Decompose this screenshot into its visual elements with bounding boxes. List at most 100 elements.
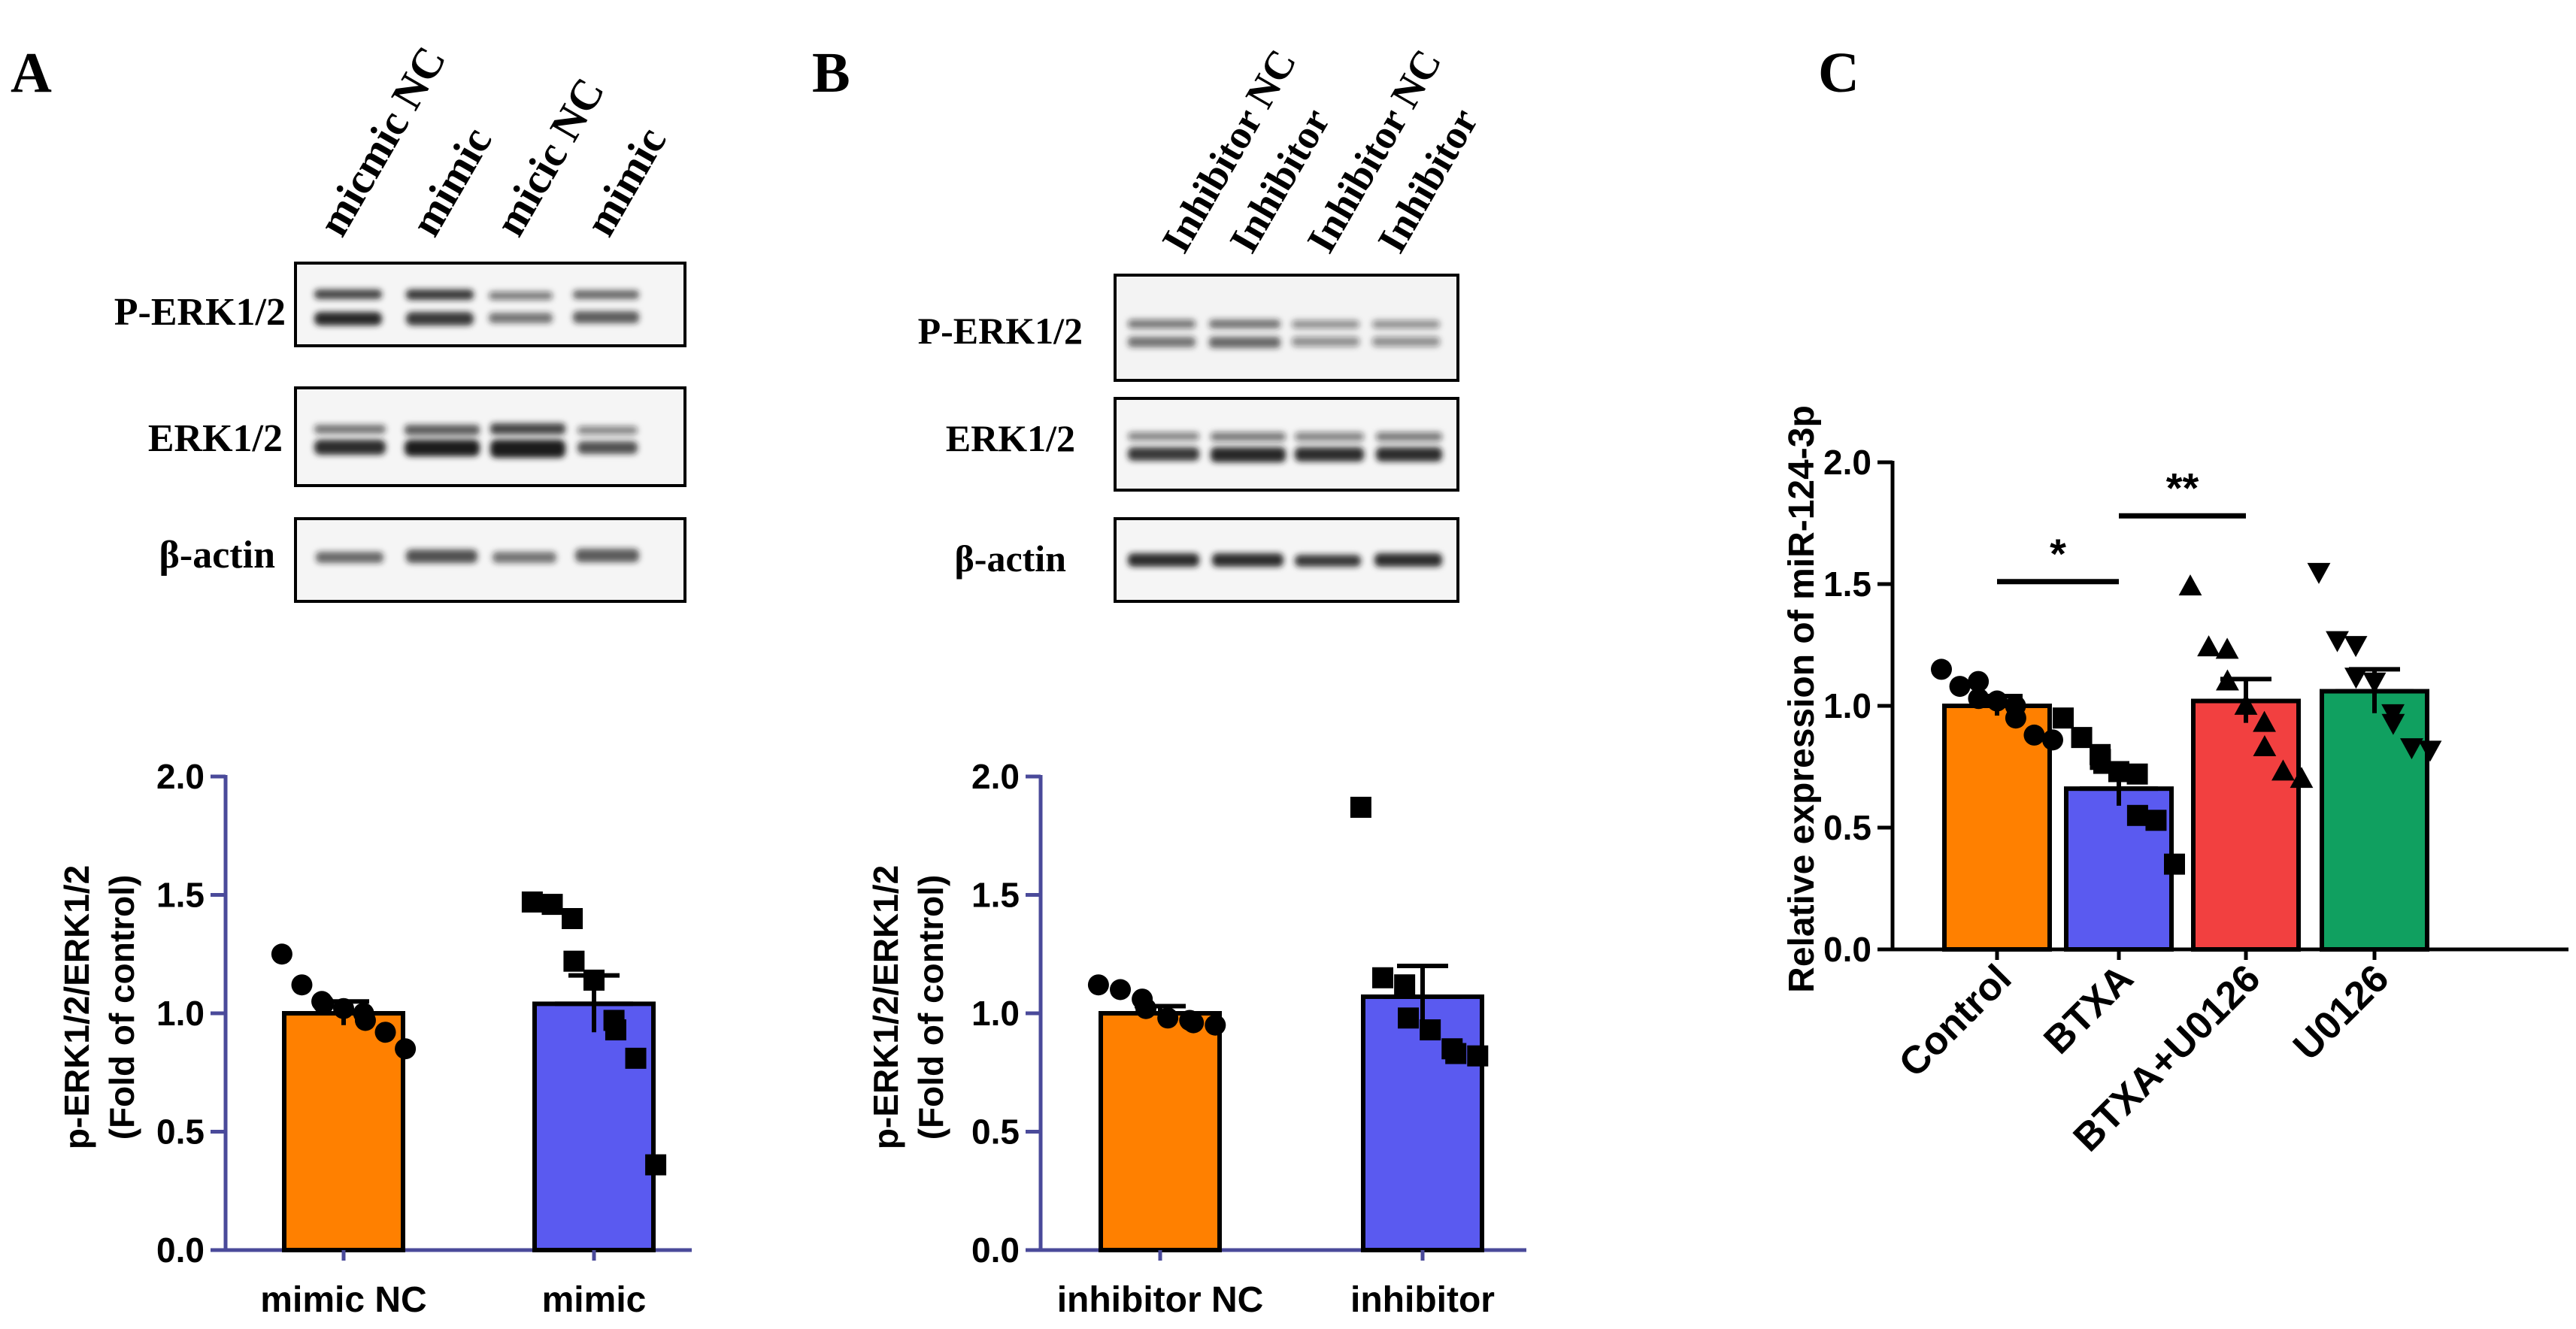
data-point [1372, 967, 1394, 988]
blot-b-row-label-perk: P-ERK1/2 [918, 310, 1083, 352]
data-point [374, 1022, 396, 1043]
blot-a-row-label-perk: P-ERK1/2 [114, 291, 286, 334]
blot-a-row-label-actin: β-actin [159, 534, 276, 577]
data-point [1350, 796, 1371, 818]
data-point [1467, 1045, 1489, 1067]
y-tick-label: 0.0 [971, 1231, 1020, 1270]
blot-a-row-label-erk: ERK1/2 [148, 417, 283, 460]
data-point [291, 974, 313, 996]
bar [2320, 689, 2429, 952]
data-point [2053, 707, 2074, 729]
panel-label-b: B [812, 41, 850, 104]
y-tick-label: 0.5 [971, 1113, 1020, 1152]
y-tick-label: 0.5 [1823, 808, 1871, 847]
data-point [2290, 767, 2314, 789]
data-point [2326, 631, 2349, 652]
data-point [1394, 974, 1416, 996]
data-point [1183, 1012, 1205, 1034]
data-point [1205, 1014, 1226, 1036]
blot-a: micmic NC mimic micic NC mimic P-ERK1/2 … [114, 38, 686, 603]
chart-b: 0.0 0.5 1.0 1.5 2.0 p-ERK1/2/ERK1/2 (Fold of c… [866, 757, 1526, 1320]
data-point [1968, 671, 1990, 692]
y-tick-label: 1.5 [1823, 565, 1871, 604]
significance-label: * [2050, 530, 2066, 577]
data-point [1110, 979, 1132, 1001]
x-tick-label: mimic [542, 1280, 647, 1320]
y-tick-label: 2.0 [971, 757, 1020, 796]
blot-a-lane-4: mimic [575, 119, 676, 244]
data-point [2042, 729, 2063, 751]
bar [1099, 1011, 1222, 1252]
data-point [2071, 727, 2093, 749]
blot-b-actin-box [1114, 517, 1459, 603]
data-point [521, 891, 543, 913]
data-point [1398, 1007, 1420, 1029]
data-point [2253, 734, 2277, 756]
blot-b: Inhibitor NC Inhibitor Inhibitor NC Inhi… [918, 42, 1487, 603]
y-tick-label: 2.0 [156, 757, 205, 796]
blot-b-erk-box [1114, 397, 1459, 492]
blot-b-row-label-actin: β-actin [954, 537, 1066, 580]
data-point [1949, 676, 1971, 698]
blot-a-actin-box [294, 517, 686, 603]
y-axis-label: p-ERK1/2/ERK1/2 [57, 865, 96, 1149]
x-tick-label: inhibitor [1350, 1280, 1495, 1320]
y-axis-label: Relative expression of miR-124-3p [1782, 405, 1822, 993]
blot-b-row-label-erk: ERK1/2 [946, 417, 1075, 459]
y-tick-label: 1.0 [156, 994, 205, 1033]
blot-a-lane-labels: micmic NC mimic micic NC mimic [308, 38, 676, 244]
data-point [562, 908, 583, 929]
chart-a: 0.0 0.5 1.0 1.5 2.0 p-ERK1/2/ERK1/2 (Fold of c… [57, 757, 692, 1320]
bar [282, 1011, 405, 1252]
y-tick-label: 1.0 [1823, 686, 1871, 725]
data-point [1135, 998, 1157, 1019]
data-point [2023, 724, 2045, 746]
y-tick-label: 0.0 [156, 1231, 205, 1270]
data-point [2164, 853, 2185, 875]
y-tick-label: 2.0 [1823, 443, 1871, 482]
y-tick-label: 0.5 [156, 1113, 205, 1152]
data-point [2005, 707, 2026, 729]
data-point [313, 993, 335, 1015]
data-point [2178, 574, 2202, 596]
data-point [2253, 710, 2276, 732]
data-point [645, 1154, 667, 1176]
y-tick-label: 1.0 [971, 994, 1020, 1033]
blot-a-erk-box [294, 386, 686, 487]
data-point [2418, 740, 2442, 762]
data-point [563, 950, 585, 972]
y-axis-label: (Fold of control) [102, 875, 141, 1140]
panel-label-c: C [1818, 41, 1859, 104]
y-tick-label: 1.5 [156, 876, 205, 915]
data-point [2126, 804, 2148, 826]
significance-label: ** [2166, 464, 2199, 511]
x-tick-label: mimic NC [260, 1280, 426, 1320]
data-point [2090, 749, 2111, 770]
data-point [625, 1047, 647, 1069]
data-point [1087, 974, 1109, 996]
data-point [2381, 713, 2405, 735]
data-point [541, 894, 563, 916]
data-point [2271, 759, 2295, 781]
x-tick-label: U0126 [2285, 956, 2397, 1068]
data-point [605, 1019, 626, 1041]
x-tick-label: BTXA [2035, 956, 2141, 1062]
y-tick-label: 1.5 [971, 876, 1020, 915]
blot-a-lane-2: mimic [401, 119, 502, 244]
blot-b-lane-labels: Inhibitor NC Inhibitor Inhibitor NC Inhi… [1153, 42, 1487, 260]
y-tick-label: 0.0 [1823, 930, 1871, 969]
blot-a-perk-box [294, 262, 686, 347]
bar [2191, 698, 2301, 952]
bar [532, 1001, 656, 1253]
data-point [2307, 562, 2331, 584]
y-axis-label: p-ERK1/2/ERK1/2 [866, 865, 905, 1149]
data-point [271, 943, 292, 965]
data-point [2145, 810, 2167, 831]
data-point [2400, 738, 2423, 760]
data-point [2344, 636, 2368, 658]
data-point [2126, 763, 2148, 785]
panel-label-a: A [11, 41, 52, 104]
x-tick-label: Control [1891, 956, 2020, 1085]
